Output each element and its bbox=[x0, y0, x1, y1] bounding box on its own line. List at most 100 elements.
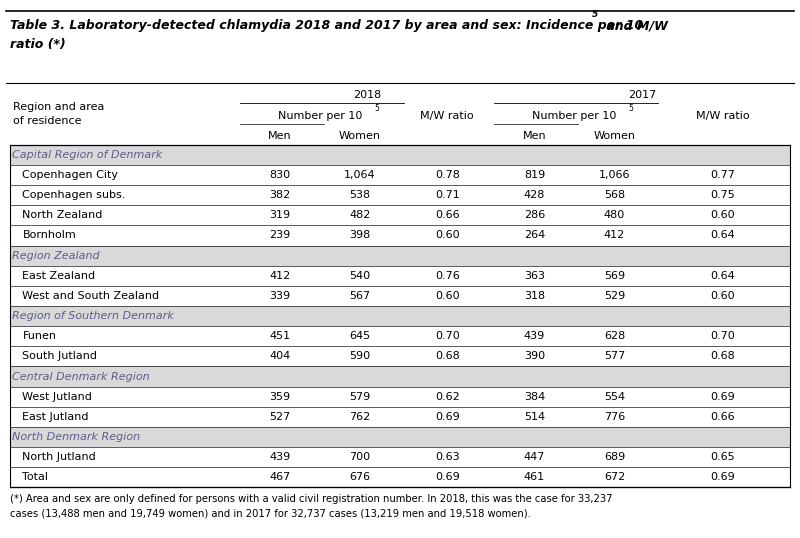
Text: 382: 382 bbox=[270, 190, 290, 200]
Text: East Zealand: East Zealand bbox=[22, 271, 95, 281]
Text: 286: 286 bbox=[524, 210, 545, 220]
Text: 568: 568 bbox=[604, 190, 625, 200]
Text: Region of Southern Denmark: Region of Southern Denmark bbox=[12, 311, 174, 321]
Text: 514: 514 bbox=[524, 412, 545, 422]
Text: North Jutland: North Jutland bbox=[22, 452, 96, 462]
Text: 0.68: 0.68 bbox=[435, 351, 459, 362]
Text: 0.62: 0.62 bbox=[435, 392, 459, 402]
Text: 0.71: 0.71 bbox=[435, 190, 459, 200]
Text: Number per 10: Number per 10 bbox=[532, 111, 617, 121]
Text: North Zealand: North Zealand bbox=[22, 210, 102, 220]
Text: 482: 482 bbox=[350, 210, 370, 220]
Text: 384: 384 bbox=[524, 392, 545, 402]
Text: M/W ratio: M/W ratio bbox=[420, 111, 474, 121]
Text: 2017: 2017 bbox=[628, 90, 657, 100]
Text: 830: 830 bbox=[270, 170, 290, 180]
Text: 554: 554 bbox=[604, 392, 625, 402]
Text: Table 3. Laboratory-detected chlamydia 2018 and 2017 by area and sex: Incidence : Table 3. Laboratory-detected chlamydia 2… bbox=[10, 19, 643, 32]
Text: Women: Women bbox=[339, 131, 381, 140]
Text: 439: 439 bbox=[524, 331, 545, 341]
Text: Number per 10: Number per 10 bbox=[278, 111, 362, 121]
Text: 439: 439 bbox=[270, 452, 290, 462]
Bar bbox=[10, 326, 790, 346]
Bar bbox=[10, 145, 790, 165]
Bar bbox=[10, 427, 790, 447]
Text: 0.69: 0.69 bbox=[435, 412, 459, 422]
Text: Central Denmark Region: Central Denmark Region bbox=[12, 372, 150, 381]
Text: 0.68: 0.68 bbox=[710, 351, 734, 362]
Bar bbox=[0, 11, 800, 83]
Text: West Jutland: West Jutland bbox=[22, 392, 92, 402]
Text: 776: 776 bbox=[604, 412, 625, 422]
Bar bbox=[10, 185, 790, 205]
Text: 540: 540 bbox=[350, 271, 370, 281]
Text: 412: 412 bbox=[270, 271, 290, 281]
Text: Men: Men bbox=[522, 131, 546, 140]
Text: 672: 672 bbox=[604, 472, 625, 483]
Text: 527: 527 bbox=[270, 412, 290, 422]
Text: 529: 529 bbox=[604, 291, 625, 301]
Bar bbox=[10, 407, 790, 427]
Text: 0.77: 0.77 bbox=[710, 170, 735, 180]
Text: and M/W: and M/W bbox=[602, 19, 667, 32]
Text: 398: 398 bbox=[350, 230, 370, 240]
Text: 319: 319 bbox=[270, 210, 290, 220]
Bar bbox=[10, 346, 790, 366]
Text: 567: 567 bbox=[350, 291, 370, 301]
Text: 0.60: 0.60 bbox=[710, 291, 734, 301]
Text: Capital Region of Denmark: Capital Region of Denmark bbox=[12, 150, 162, 160]
Bar bbox=[10, 266, 790, 286]
Text: 0.70: 0.70 bbox=[435, 331, 459, 341]
Text: 645: 645 bbox=[350, 331, 370, 341]
Text: 404: 404 bbox=[270, 351, 290, 362]
Text: Copenhagen City: Copenhagen City bbox=[22, 170, 118, 180]
Text: Women: Women bbox=[594, 131, 635, 140]
Text: 264: 264 bbox=[524, 230, 545, 240]
Text: 447: 447 bbox=[524, 452, 545, 462]
Text: 0.65: 0.65 bbox=[710, 452, 734, 462]
Text: West and South Zealand: West and South Zealand bbox=[22, 291, 159, 301]
Text: 363: 363 bbox=[524, 271, 545, 281]
Text: 451: 451 bbox=[270, 331, 290, 341]
Text: 5: 5 bbox=[374, 104, 379, 113]
Text: 579: 579 bbox=[350, 392, 370, 402]
Bar bbox=[10, 165, 790, 185]
Text: (*) Area and sex are only defined for persons with a valid civil registration nu: (*) Area and sex are only defined for pe… bbox=[10, 494, 612, 518]
Text: South Jutland: South Jutland bbox=[22, 351, 98, 362]
Text: 628: 628 bbox=[604, 331, 625, 341]
Text: 0.78: 0.78 bbox=[434, 170, 460, 180]
Text: 0.66: 0.66 bbox=[710, 412, 734, 422]
Text: 480: 480 bbox=[604, 210, 625, 220]
Bar bbox=[10, 387, 790, 407]
Bar bbox=[10, 306, 790, 326]
Text: 0.69: 0.69 bbox=[710, 392, 734, 402]
Text: 339: 339 bbox=[270, 291, 290, 301]
Text: Copenhagen subs.: Copenhagen subs. bbox=[22, 190, 126, 200]
Text: 359: 359 bbox=[270, 392, 290, 402]
Bar bbox=[10, 286, 790, 306]
Text: Total: Total bbox=[22, 472, 49, 483]
Text: 428: 428 bbox=[524, 190, 545, 200]
Text: 762: 762 bbox=[350, 412, 370, 422]
Text: Men: Men bbox=[268, 131, 292, 140]
Text: 569: 569 bbox=[604, 271, 625, 281]
Text: 577: 577 bbox=[604, 351, 625, 362]
Text: 461: 461 bbox=[524, 472, 545, 483]
Text: 590: 590 bbox=[350, 351, 370, 362]
Text: 1,066: 1,066 bbox=[598, 170, 630, 180]
Text: M/W ratio: M/W ratio bbox=[695, 111, 750, 121]
Text: 0.69: 0.69 bbox=[710, 472, 734, 483]
Text: 5: 5 bbox=[592, 10, 598, 19]
Text: 2018: 2018 bbox=[353, 90, 382, 100]
Text: Region Zealand: Region Zealand bbox=[12, 251, 100, 260]
Text: 689: 689 bbox=[604, 452, 625, 462]
Bar bbox=[0, 106, 800, 126]
Text: 676: 676 bbox=[350, 472, 370, 483]
Text: 0.66: 0.66 bbox=[435, 210, 459, 220]
Bar bbox=[10, 205, 790, 225]
Text: 0.60: 0.60 bbox=[435, 230, 459, 240]
Text: 538: 538 bbox=[350, 190, 370, 200]
Text: 467: 467 bbox=[270, 472, 290, 483]
Text: 0.75: 0.75 bbox=[710, 190, 734, 200]
Text: East Jutland: East Jutland bbox=[22, 412, 89, 422]
